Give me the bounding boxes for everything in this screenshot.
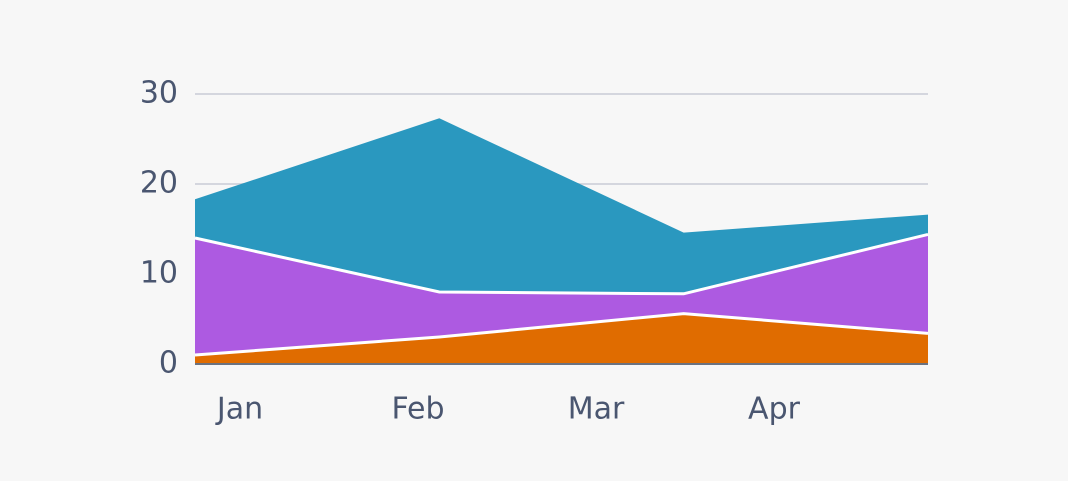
x-tick-label: Feb [391, 392, 444, 427]
area-edge [194, 312, 929, 357]
x-tick-label: Apr [748, 392, 801, 427]
y-tick-label: 0 [159, 346, 178, 381]
x-tick-label: Mar [568, 392, 625, 427]
x-tick-label: Jan [215, 392, 263, 427]
area [195, 118, 928, 294]
area-edge [194, 232, 929, 296]
area [195, 313, 928, 364]
y-tick-label: 20 [140, 166, 178, 201]
area [195, 234, 928, 355]
y-tick-label: 30 [140, 76, 178, 111]
y-tick-label: 10 [140, 256, 178, 291]
